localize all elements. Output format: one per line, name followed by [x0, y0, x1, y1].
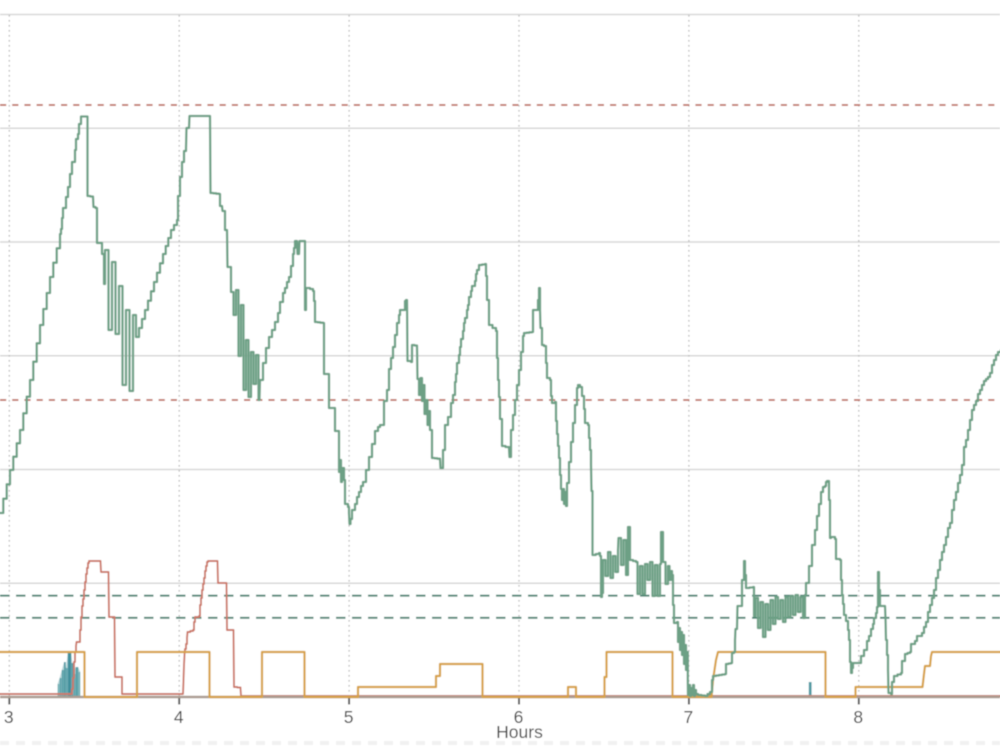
svg-text:4: 4 [174, 707, 184, 727]
svg-text:6: 6 [514, 707, 524, 727]
svg-text:Hours: Hours [496, 722, 543, 742]
svg-text:8: 8 [853, 707, 863, 727]
svg-text:7: 7 [684, 707, 694, 727]
svg-text:3: 3 [4, 707, 14, 727]
svg-text:5: 5 [344, 707, 354, 727]
